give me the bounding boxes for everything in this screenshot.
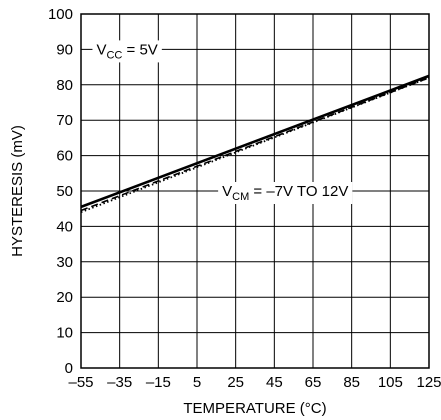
annotation-rest: = 5V — [122, 41, 157, 58]
annotation-label: VCM = –7V TO 12V — [222, 183, 348, 203]
y-tick-label: 70 — [56, 112, 73, 129]
x-tick-label: 45 — [266, 374, 283, 391]
x-tick-label: 25 — [227, 374, 244, 391]
annotation-backgrounds — [92, 40, 353, 204]
y-tick-label: 40 — [56, 218, 73, 235]
y-tick-label: 20 — [56, 289, 73, 306]
x-tick-label: 85 — [343, 374, 360, 391]
series-line-dashed — [80, 76, 430, 212]
x-tick-label: 105 — [378, 374, 403, 391]
y-tick-labels: 0 10 20 30 40 50 60 70 80 90 100 — [48, 6, 73, 377]
x-tick-label: –35 — [107, 374, 132, 391]
x-tick-label: 65 — [305, 374, 322, 391]
y-axis-title: HYSTERESIS (mV) — [9, 125, 26, 257]
y-tick-label: 0 — [65, 360, 73, 377]
annotation-background — [218, 182, 353, 204]
y-tick-label: 50 — [56, 183, 73, 200]
y-tick-label: 10 — [56, 325, 73, 342]
series-lines — [80, 74, 430, 214]
annotation-subscript: CM — [232, 191, 249, 203]
y-tick-label: 100 — [48, 6, 73, 23]
y-tick-label: 30 — [56, 254, 73, 271]
series-line-solid — [80, 74, 430, 209]
annotation-subscript: CC — [106, 49, 122, 61]
y-tick-label: 90 — [56, 41, 73, 58]
plot-frame — [80, 13, 430, 369]
y-tick-label: 60 — [56, 148, 73, 165]
y-tick-label: 80 — [56, 77, 73, 94]
x-tick-label: 125 — [416, 374, 441, 391]
x-tick-label: 5 — [193, 374, 201, 391]
x-tick-label: –15 — [146, 374, 171, 391]
x-tick-label: –55 — [68, 374, 93, 391]
plot-border — [80, 13, 430, 369]
x-axis-title: TEMPERATURE (°C) — [183, 400, 326, 417]
annotation-rest: = –7V TO 12V — [249, 183, 348, 200]
annotation-background — [92, 40, 162, 63]
annotation-label: VCC = 5V — [96, 41, 157, 61]
x-tick-labels: –55 –35 –15 5 25 45 65 85 105 125 — [68, 374, 441, 391]
annotation-main: V — [96, 41, 106, 58]
annotation-main: V — [222, 183, 232, 200]
